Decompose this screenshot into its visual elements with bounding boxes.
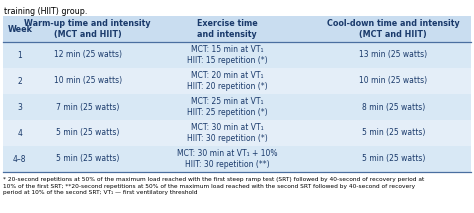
Bar bbox=[3, 16, 471, 42]
Text: MCT: 30 min at VT₁ + 10%
HIIT: 30 repetition (**): MCT: 30 min at VT₁ + 10% HIIT: 30 repeti… bbox=[177, 149, 277, 169]
Bar bbox=[3, 94, 471, 120]
Text: 13 min (25 watts): 13 min (25 watts) bbox=[359, 50, 428, 59]
Text: MCT: 20 min at VT₁
HIIT: 20 repetition (*): MCT: 20 min at VT₁ HIIT: 20 repetition (… bbox=[187, 71, 267, 91]
Text: 5 min (25 watts): 5 min (25 watts) bbox=[56, 128, 119, 138]
Text: 5 min (25 watts): 5 min (25 watts) bbox=[362, 154, 425, 164]
Text: 7 min (25 watts): 7 min (25 watts) bbox=[56, 102, 119, 111]
Text: 10 min (25 watts): 10 min (25 watts) bbox=[54, 76, 122, 85]
Text: 4–8: 4–8 bbox=[13, 154, 27, 164]
Text: Week: Week bbox=[8, 24, 32, 33]
Text: Cool-down time and intensity
(MCT and HIIT): Cool-down time and intensity (MCT and HI… bbox=[327, 19, 460, 39]
Text: MCT: 25 min at VT₁
HIIT: 25 repetition (*): MCT: 25 min at VT₁ HIIT: 25 repetition (… bbox=[187, 97, 267, 117]
Text: 10 min (25 watts): 10 min (25 watts) bbox=[359, 76, 428, 85]
Text: 5 min (25 watts): 5 min (25 watts) bbox=[362, 128, 425, 138]
Text: Exercise time
and intensity: Exercise time and intensity bbox=[197, 19, 257, 39]
Bar bbox=[3, 120, 471, 146]
Text: 4: 4 bbox=[18, 128, 22, 138]
Text: 2: 2 bbox=[18, 76, 22, 85]
Bar bbox=[3, 68, 471, 94]
Bar bbox=[3, 42, 471, 68]
Text: * 20-second repetitions at 50% of the maximum load reached with the first steep : * 20-second repetitions at 50% of the ma… bbox=[3, 177, 424, 195]
Text: MCT: 30 min at VT₁
HIIT: 30 repetition (*): MCT: 30 min at VT₁ HIIT: 30 repetition (… bbox=[187, 123, 267, 143]
Text: MCT: 15 min at VT₁
HIIT: 15 repetition (*): MCT: 15 min at VT₁ HIIT: 15 repetition (… bbox=[187, 45, 267, 65]
Bar bbox=[3, 146, 471, 172]
Text: 12 min (25 watts): 12 min (25 watts) bbox=[54, 50, 122, 59]
Text: Warm-up time and intensity
(MCT and HIIT): Warm-up time and intensity (MCT and HIIT… bbox=[24, 19, 151, 39]
Text: 1: 1 bbox=[18, 50, 22, 59]
Text: 5 min (25 watts): 5 min (25 watts) bbox=[56, 154, 119, 164]
Text: 3: 3 bbox=[18, 102, 22, 111]
Text: 8 min (25 watts): 8 min (25 watts) bbox=[362, 102, 425, 111]
Text: training (HIIT) group.: training (HIIT) group. bbox=[4, 7, 87, 16]
